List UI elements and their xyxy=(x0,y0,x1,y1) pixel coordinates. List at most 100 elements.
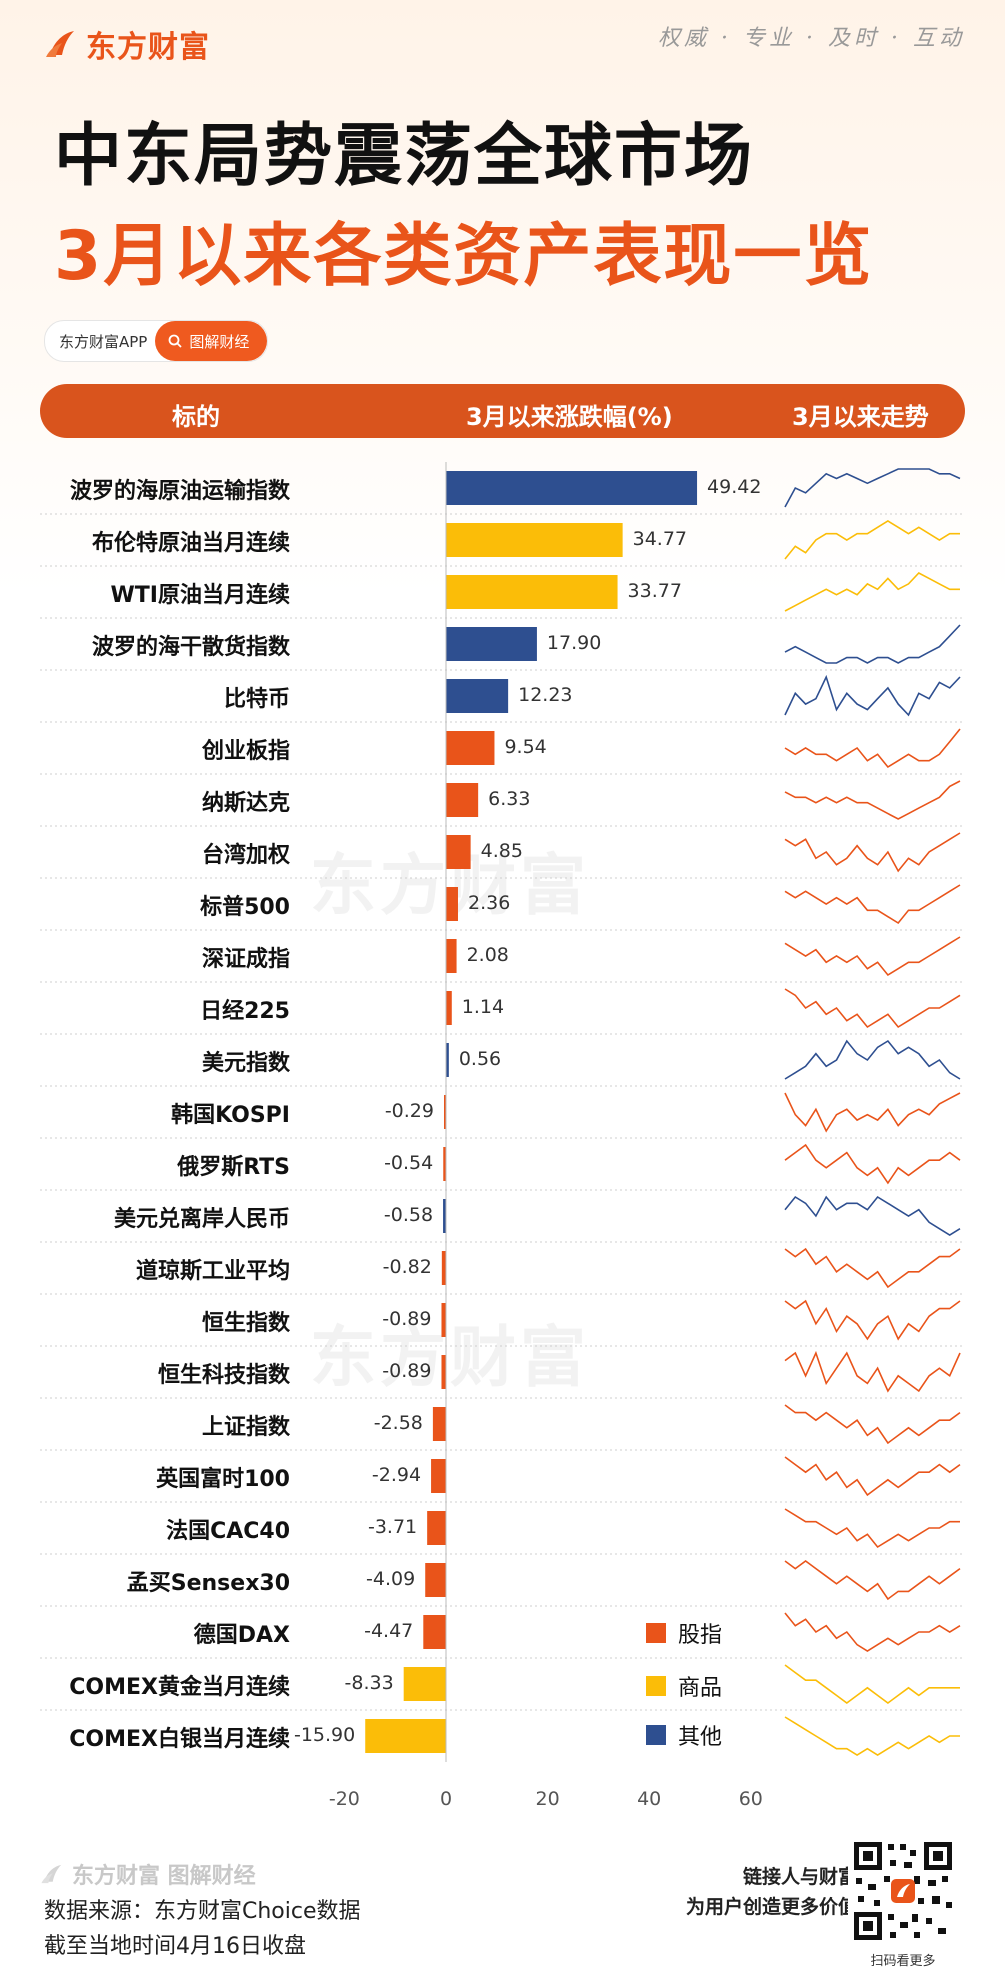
value-label: 2.08 xyxy=(466,944,509,966)
bar xyxy=(446,783,479,817)
category-label: 恒生指数 xyxy=(201,1311,290,1336)
value-label: -2.58 xyxy=(373,1412,423,1434)
category-label: 恒生科技指数 xyxy=(157,1363,290,1388)
category-label: 俄罗斯RTS xyxy=(177,1155,290,1180)
legend-item-stock: 股指 xyxy=(646,1617,722,1649)
category-label: 波罗的海原油运输指数 xyxy=(69,479,290,504)
bar xyxy=(446,1043,449,1077)
value-label: 1.14 xyxy=(461,996,505,1018)
x-tick-label: -20 xyxy=(328,1788,360,1810)
value-label: 2.36 xyxy=(467,892,511,914)
x-tick-label: 20 xyxy=(535,1788,560,1810)
category-label: 道琼斯工业平均 xyxy=(135,1259,290,1284)
value-label: 6.33 xyxy=(488,788,531,810)
brand-logo-icon xyxy=(46,31,74,57)
trend-sparkline xyxy=(784,1247,961,1289)
header-col-change: 3月以来涨跌幅(%) xyxy=(466,403,673,431)
trend-sparkline xyxy=(784,1299,961,1341)
page-subtitle: 3月以来各类资产表现一览 xyxy=(54,217,874,296)
category-label: 比特币 xyxy=(223,687,290,712)
data-cutoff: 截至当地时间4月16日收盘 xyxy=(44,1934,306,1959)
bar xyxy=(446,731,495,765)
bar xyxy=(446,835,471,869)
value-label: 34.77 xyxy=(632,528,688,550)
footer-tagline-2: 为用户创造更多价值 xyxy=(685,1896,857,1918)
legend-swatch xyxy=(646,1623,666,1643)
trend-sparkline xyxy=(784,1039,961,1080)
trend-sparkline xyxy=(784,780,961,820)
category-label: COMEX白银当月连续 xyxy=(69,1727,290,1752)
bar xyxy=(403,1667,446,1701)
brand-logo-icon xyxy=(41,1864,62,1884)
value-label: -2.94 xyxy=(371,1464,422,1486)
brand-name: 东方财富 xyxy=(86,30,210,65)
bar xyxy=(446,991,452,1025)
legend-item-commodity: 商品 xyxy=(646,1670,722,1702)
trend-sparkline xyxy=(784,1092,961,1133)
trend-sparkline xyxy=(784,728,961,769)
category-label: 布伦特原油当月连续 xyxy=(91,531,290,556)
category-label: 韩国KOSPI xyxy=(171,1103,290,1128)
bar xyxy=(443,1199,446,1233)
trend-sparkline xyxy=(784,1195,961,1236)
category-label: 德国DAX xyxy=(193,1623,290,1648)
value-label: -3.71 xyxy=(367,1516,418,1538)
bar xyxy=(425,1563,446,1597)
category-label: 法国CAC40 xyxy=(166,1519,290,1544)
trend-sparkline xyxy=(784,884,961,925)
tag-button[interactable]: 图解财经 xyxy=(155,321,268,361)
header-col-trend: 3月以来走势 xyxy=(792,403,929,431)
legend-label: 商品 xyxy=(678,1676,723,1701)
value-label: -0.29 xyxy=(384,1100,434,1122)
legend-item-other: 其他 xyxy=(646,1719,722,1751)
trend-sparkline xyxy=(784,520,960,560)
category-label: 标普500 xyxy=(200,895,290,920)
tag-label: 图解财经 xyxy=(189,332,250,351)
value-label: -0.54 xyxy=(384,1152,434,1174)
qr-code[interactable] xyxy=(848,1836,958,1946)
x-tick-label: 0 xyxy=(439,1788,453,1810)
value-label: 0.56 xyxy=(458,1048,502,1070)
bar xyxy=(444,1095,446,1129)
value-label: 49.42 xyxy=(707,476,762,498)
trend-sparkline xyxy=(784,1404,961,1445)
trend-sparkline xyxy=(784,1612,961,1652)
bar xyxy=(446,939,457,973)
bar xyxy=(446,523,623,557)
trend-sparkline xyxy=(784,674,961,717)
trend-sparkline xyxy=(784,468,961,508)
value-label: -0.89 xyxy=(382,1308,432,1330)
bar xyxy=(446,627,537,661)
category-label: 日经225 xyxy=(200,999,290,1024)
category-label: 英国富时100 xyxy=(156,1467,290,1492)
category-label: 美元兑离岸人民币 xyxy=(113,1207,290,1232)
category-label: 台湾加权 xyxy=(201,843,290,868)
bar-chart xyxy=(40,462,965,1762)
trend-sparkline xyxy=(784,1508,960,1549)
trend-sparkline xyxy=(784,936,961,977)
header-col-target: 标的 xyxy=(172,403,220,431)
bar xyxy=(431,1459,446,1493)
brand-slogan: 权威 · 专业 · 及时 · 互动 xyxy=(658,26,965,51)
trend-sparkline xyxy=(784,1716,960,1756)
x-tick-label: 60 xyxy=(738,1788,763,1810)
value-label: 9.54 xyxy=(504,736,547,758)
bar xyxy=(446,887,458,921)
app-name: 东方财富APP xyxy=(59,332,148,351)
app-pill[interactable]: 东方财富APP 图解财经 xyxy=(44,320,269,362)
value-label: -0.89 xyxy=(382,1360,432,1382)
brand-logo[interactable]: 东方财富 xyxy=(44,22,210,66)
page-title: 中东局势震荡全球市场 xyxy=(54,117,755,196)
legend-swatch xyxy=(646,1725,666,1745)
legend-swatch xyxy=(646,1676,666,1696)
category-label: 创业板指 xyxy=(201,739,290,764)
trend-sparkline xyxy=(784,624,961,664)
bar xyxy=(427,1511,446,1545)
bar xyxy=(446,575,618,609)
bar xyxy=(365,1719,446,1753)
bar xyxy=(441,1303,446,1337)
bar xyxy=(443,1147,446,1181)
legend-label: 股指 xyxy=(678,1623,723,1648)
footer-brand: 东方财富 图解财经 xyxy=(40,1858,256,1890)
